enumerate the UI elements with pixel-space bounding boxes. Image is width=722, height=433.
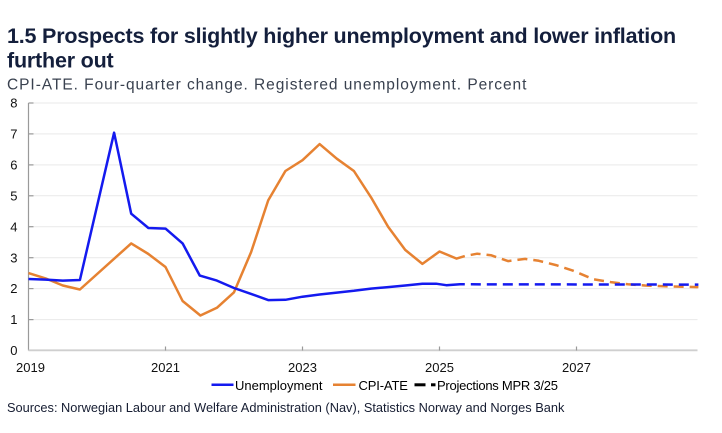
svg-text:further out: further out [7, 49, 114, 73]
svg-text:CPI-ATE. Four-quarter change.: CPI-ATE. Four-quarter change. Registered… [7, 77, 527, 94]
svg-text:3: 3 [10, 250, 17, 265]
svg-text:0: 0 [10, 343, 17, 358]
svg-text:2019: 2019 [16, 360, 45, 375]
svg-text:Projections MPR 3/25: Projections MPR 3/25 [437, 378, 558, 393]
svg-text:CPI-ATE: CPI-ATE [359, 378, 409, 393]
svg-text:2023: 2023 [288, 360, 317, 375]
svg-text:1.5 Prospects for slightly hig: 1.5 Prospects for slightly higher unempl… [7, 24, 676, 48]
svg-text:2021: 2021 [151, 360, 180, 375]
svg-text:2025: 2025 [425, 360, 454, 375]
svg-text:7: 7 [10, 127, 17, 142]
svg-text:8: 8 [10, 96, 17, 111]
svg-text:5: 5 [10, 188, 17, 203]
svg-text:Unemployment: Unemployment [235, 378, 323, 393]
svg-text:1: 1 [10, 312, 17, 327]
svg-text:6: 6 [10, 158, 17, 173]
svg-text:Sources: Norwegian Labour and: Sources: Norwegian Labour and Welfare Ad… [7, 400, 565, 415]
svg-text:2027: 2027 [562, 360, 591, 375]
svg-text:2: 2 [10, 281, 17, 296]
svg-text:4: 4 [10, 219, 17, 234]
